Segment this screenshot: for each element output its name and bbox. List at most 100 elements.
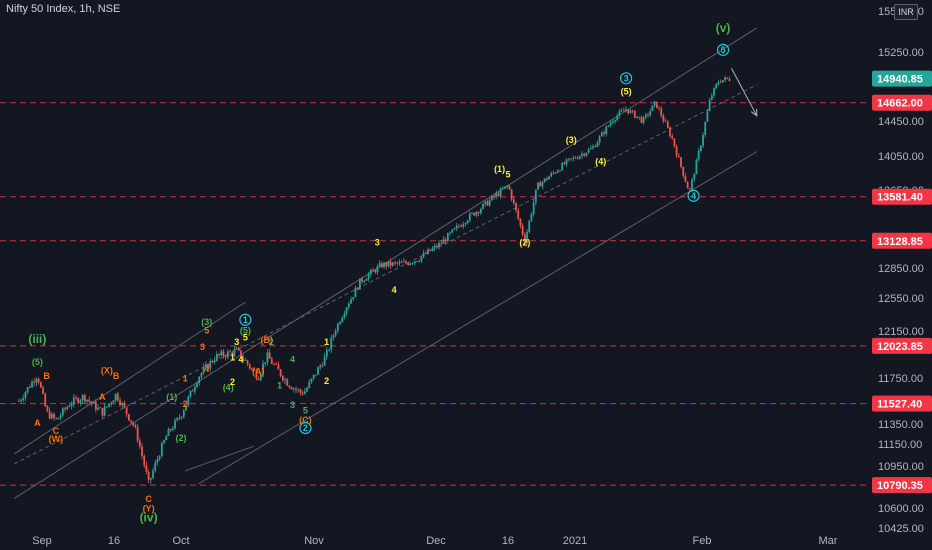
candle-body [429, 249, 432, 251]
candle-body [149, 477, 152, 480]
candle [198, 375, 201, 387]
candle-body [343, 313, 346, 318]
wave-label: 2 [303, 423, 308, 433]
candle-body [44, 393, 47, 407]
candle [99, 406, 102, 409]
candle-body [563, 163, 566, 165]
candle-body [541, 181, 544, 187]
candle-body [506, 185, 509, 187]
candle-body [240, 350, 242, 359]
candle-body [185, 405, 187, 411]
candle-body [325, 350, 328, 357]
candle [572, 155, 575, 162]
candle-body [376, 266, 379, 273]
candle [644, 112, 647, 120]
candle-body [466, 220, 469, 224]
candle-body [314, 374, 317, 376]
candle [508, 184, 511, 190]
candle-body [281, 375, 284, 381]
level-badge-box [872, 94, 932, 111]
candle [240, 350, 242, 360]
candle-body [306, 387, 308, 392]
candle [262, 359, 264, 378]
candle-body [691, 179, 693, 190]
wave-label: 4 [691, 191, 696, 201]
candle [627, 109, 630, 115]
candle-body [647, 114, 649, 116]
candle [154, 459, 157, 473]
candle [596, 140, 599, 148]
candle-body [616, 115, 619, 121]
candle [682, 166, 685, 179]
candle [622, 107, 625, 112]
candle-body [453, 228, 456, 230]
candle [611, 119, 614, 124]
candle-body [526, 231, 528, 244]
candle-body [662, 115, 665, 122]
candle [636, 116, 638, 119]
candle-body [259, 373, 262, 380]
candle [510, 188, 513, 202]
candle [666, 119, 669, 129]
candle [268, 348, 271, 359]
candle [552, 170, 555, 175]
candle-body [158, 456, 161, 460]
candle [130, 420, 132, 425]
candle [112, 399, 115, 403]
candle [367, 271, 370, 282]
horizontal-levels [0, 102, 866, 486]
candle-body [336, 323, 339, 331]
candle [451, 229, 454, 234]
price-axis[interactable] [868, 0, 932, 550]
candle-body [246, 360, 249, 365]
candle [213, 356, 216, 365]
wave-label: 2 [183, 399, 188, 409]
candle-body [484, 201, 487, 204]
candle [312, 374, 315, 381]
candle-body [275, 364, 278, 365]
candle [114, 393, 117, 403]
candle [33, 377, 36, 387]
candle [633, 110, 636, 119]
candle [123, 400, 126, 409]
candle-body [673, 138, 676, 147]
candle [185, 404, 187, 411]
candle-body [446, 233, 449, 242]
candle-body [277, 364, 280, 370]
candle [402, 258, 405, 263]
currency-badge[interactable]: INR [894, 4, 918, 20]
candle-body [75, 397, 77, 399]
candle-body [420, 256, 423, 262]
candle [86, 399, 88, 406]
candle-body [341, 317, 344, 323]
candle [686, 181, 689, 189]
candle [695, 158, 698, 175]
candle-body [363, 280, 366, 282]
wave-label: 2 [269, 337, 274, 347]
wave-label: (W) [49, 434, 64, 444]
candle [325, 346, 328, 361]
candle [713, 87, 715, 99]
arrow-head [750, 108, 758, 117]
candle [398, 259, 401, 266]
candle-body [708, 99, 711, 112]
candle-body [66, 406, 69, 410]
candle [587, 147, 590, 154]
candle [468, 211, 471, 223]
candle [578, 155, 581, 160]
candle [70, 401, 73, 410]
candle [295, 386, 297, 394]
candle [26, 386, 29, 395]
candle [563, 160, 566, 166]
candle-body [451, 229, 454, 233]
candle-body [189, 390, 192, 397]
candle-body [435, 245, 438, 248]
candle [290, 386, 293, 390]
candle [556, 168, 559, 174]
candle-body [266, 352, 269, 363]
wave-label: 5 [243, 332, 248, 342]
candle [724, 75, 726, 83]
candle-body [594, 146, 597, 148]
candle [528, 219, 531, 234]
